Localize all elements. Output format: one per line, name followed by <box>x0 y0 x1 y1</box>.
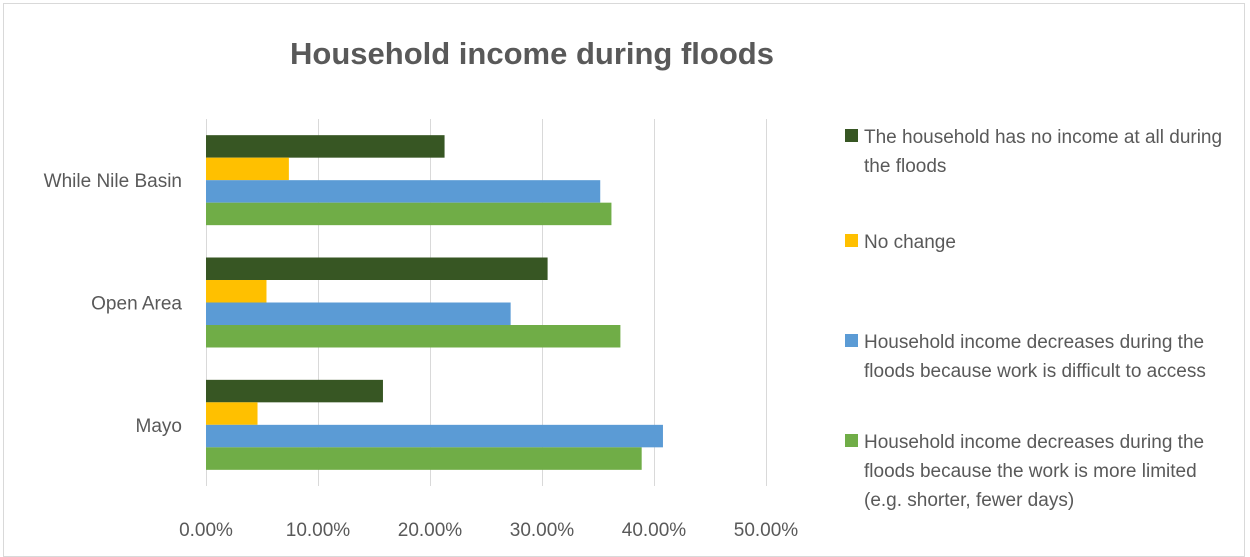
bar-1-4 <box>206 202 612 226</box>
category-label: Mayo <box>136 416 182 437</box>
category-label: Open Area <box>91 294 182 315</box>
legend-label: Household income decreases during the fl… <box>864 332 1206 382</box>
x-tick-label: 10.00% <box>286 520 351 541</box>
bar-1-3 <box>206 180 601 203</box>
legend-label: The household has no income at all durin… <box>864 127 1223 177</box>
bar-3-4 <box>206 447 642 470</box>
bar-2-4 <box>206 325 621 348</box>
category-label: While Nile Basin <box>44 171 182 192</box>
legend-label: Household income decreases during the fl… <box>864 432 1205 511</box>
x-tick-label: 50.00% <box>734 520 799 541</box>
x-tick-label: 40.00% <box>622 520 687 541</box>
bar-2-1 <box>206 257 548 280</box>
legend-swatch <box>845 129 858 142</box>
bar-2-2 <box>206 280 267 303</box>
legend-swatch <box>845 234 858 247</box>
x-tick-label: 20.00% <box>398 520 463 541</box>
bar-3-2 <box>206 402 258 425</box>
bar-2-3 <box>206 302 511 325</box>
legend-swatch <box>845 334 858 347</box>
legend-swatch <box>845 434 858 447</box>
legend-label: No change <box>864 232 956 253</box>
x-tick-label: 30.00% <box>510 520 575 541</box>
bar-3-1 <box>206 379 383 403</box>
chart-title: Household income during floods <box>290 36 774 71</box>
bar-1-1 <box>206 135 445 158</box>
legend-item: Household income decreases during the fl… <box>845 428 1225 515</box>
legend-item: Household income decreases during the fl… <box>845 328 1225 386</box>
bar-1-2 <box>206 157 289 181</box>
legend-item: The household has no income at all durin… <box>845 123 1225 181</box>
bar-3-3 <box>206 424 663 448</box>
legend-item: No change <box>845 228 1225 257</box>
x-tick-label: 0.00% <box>179 520 233 541</box>
